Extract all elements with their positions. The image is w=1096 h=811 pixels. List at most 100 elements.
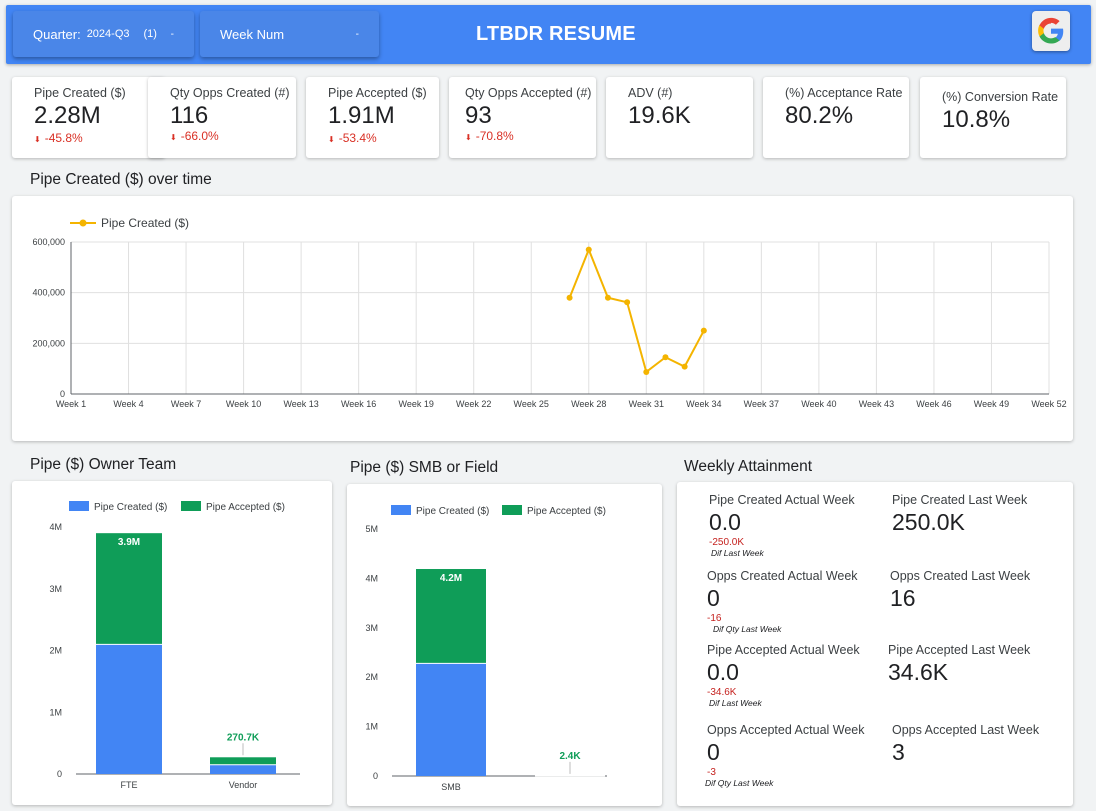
- x-tick-label: Week 25: [514, 399, 549, 409]
- x-tick-label: Week 37: [744, 399, 779, 409]
- data-point: [604, 294, 611, 301]
- kpi-delta: ⬇ -53.4%: [328, 131, 377, 145]
- kpi-card-pipe-created: Pipe Created ($) 2.28M ⬇ -45.8%: [12, 77, 165, 158]
- y-tick-label: 1M: [49, 707, 62, 717]
- legend-label: Pipe Created ($): [101, 216, 189, 230]
- weekly-attainment-card: Pipe Created Actual Week 0.0 -250.0K Dif…: [677, 482, 1073, 806]
- data-point: [700, 327, 707, 334]
- section-title-smb-field: Pipe ($) SMB or Field: [350, 459, 499, 476]
- x-tick-label: Week 31: [629, 399, 664, 409]
- x-tick-label: Vendor: [229, 780, 258, 790]
- y-tick-label: 200,000: [32, 338, 65, 348]
- kpi-value: 80.2%: [785, 102, 854, 129]
- x-tick-label: Week 28: [571, 399, 606, 409]
- chevron-down-icon: -: [355, 28, 359, 40]
- data-point: [566, 294, 573, 301]
- bar-pipe-accepted: [96, 533, 162, 645]
- y-tick-label: 3M: [49, 584, 62, 594]
- y-tick-label: 4M: [365, 573, 378, 583]
- y-tick-label: 2M: [49, 646, 62, 656]
- legend-label: Pipe Created ($): [94, 502, 167, 513]
- bar-pipe-created: [96, 644, 162, 774]
- section-title-pipe-over-time: Pipe Created ($) over time: [30, 171, 212, 188]
- kpi-card-adv: ADV (#) 19.6K: [606, 77, 753, 158]
- google-logo-icon: [1032, 11, 1070, 51]
- wa-opps-accepted-last: Opps Accepted Last Week 3: [892, 723, 1040, 765]
- wa-pipe-accepted-actual: Pipe Accepted Actual Week 0.0 -34.6K Dif…: [707, 643, 860, 708]
- x-tick-label: Week 46: [916, 399, 951, 409]
- smb-field-bar-chart: Pipe Created ($) Pipe Accepted ($) 0 1M 2M 3M…: [365, 505, 607, 792]
- legend-swatch-pipe-created: [69, 501, 89, 511]
- data-label-total: 4.2M: [440, 573, 462, 584]
- kpi-card-qty-opps-created: Qty Opps Created (#) 116 ⬇ -66.0%: [148, 77, 296, 158]
- kpi-delta: ⬇ -45.8%: [34, 131, 83, 145]
- legend-label: Pipe Accepted ($): [206, 502, 285, 513]
- kpi-value: 116: [170, 102, 209, 129]
- x-tick-label: Week 43: [859, 399, 894, 409]
- legend-swatch-pipe-accepted: [181, 501, 201, 511]
- x-tick-label: Week 52: [1031, 399, 1066, 409]
- kpi-label: Qty Opps Created (#): [170, 86, 290, 100]
- legend-swatch-pipe-created: [391, 505, 411, 515]
- kpi-value: 2.28M: [34, 102, 101, 129]
- owner-team-bar-chart: Pipe Created ($) Pipe Accepted ($) 0 1M 2M 3M…: [49, 501, 300, 790]
- kpi-card-acceptance-rate: (%) Acceptance Rate 80.2%: [763, 77, 909, 158]
- y-tick-label: 400,000: [32, 288, 65, 298]
- y-tick-label: 5M: [365, 524, 378, 534]
- kpi-value: 93: [465, 102, 492, 129]
- week-num-filter-label: Week Num: [220, 26, 285, 42]
- kpi-value: 1.91M: [328, 102, 395, 129]
- wa-pipe-accepted-last: Pipe Accepted Last Week 34.6K: [888, 643, 1031, 685]
- legend-dot-marker: [79, 219, 87, 227]
- kpi-card-pipe-accepted: Pipe Accepted ($) 1.91M ⬇ -53.4%: [306, 77, 439, 158]
- section-title-weekly-attainment: Weekly Attainment: [684, 458, 813, 475]
- x-tick-label: SMB: [441, 782, 461, 792]
- x-tick-label: Week 13: [283, 399, 318, 409]
- x-tick-label: FTE: [121, 780, 138, 790]
- wa-opps-accepted-actual: Opps Accepted Actual Week 0 -3 Dif Qty L…: [705, 723, 865, 788]
- arrow-down-icon: ⬇: [34, 135, 41, 144]
- y-tick-label: 4M: [49, 522, 62, 532]
- bar-pipe-accepted: [210, 757, 276, 765]
- data-point: [662, 354, 669, 361]
- line-chart-card: Pipe Created ($) Week 1 Week 4 Week 7 Week 1…: [12, 196, 1073, 441]
- data-point: [585, 246, 592, 253]
- data-point: [681, 363, 688, 370]
- kpi-card-conversion-rate: (%) Conversion Rate 10.8%: [920, 77, 1066, 158]
- y-tick-label: 2M: [365, 672, 378, 682]
- series-line-pipe-created: [568, 246, 705, 374]
- y-tick-label: 3M: [365, 623, 378, 633]
- legend-swatch-pipe-accepted: [502, 505, 522, 515]
- x-tick-label: Week 22: [456, 399, 491, 409]
- data-point: [643, 368, 650, 375]
- x-tick-label: Week 10: [226, 399, 261, 409]
- y-tick-label: 0: [57, 769, 62, 779]
- x-tick-label: Week 40: [801, 399, 836, 409]
- y-tick-label: 0: [373, 771, 378, 781]
- y-tick-label: 600,000: [32, 237, 65, 247]
- x-tick-label: Week 4: [113, 399, 143, 409]
- x-tick-label: Week 1: [56, 399, 86, 409]
- kpi-value: 10.8%: [942, 106, 1011, 133]
- week-num-filter-dropdown[interactable]: Week Num -: [200, 11, 379, 57]
- kpi-label: Pipe Created ($): [34, 86, 126, 100]
- wa-opps-created-actual: Opps Created Actual Week 0 -16 Dif Qty L…: [707, 569, 858, 634]
- chevron-down-icon: -: [170, 28, 174, 40]
- kpi-card-qty-opps-accepted: Qty Opps Accepted (#) 93 ⬇ -70.8%: [449, 77, 596, 158]
- bar-pipe-created: [210, 764, 276, 774]
- quarter-filter-label: Quarter:: [33, 26, 81, 42]
- header-bar: Quarter: 2024-Q3 (1) - Week Num - LTBDR …: [6, 5, 1091, 64]
- x-tick-label: Week 19: [398, 399, 433, 409]
- bar-pipe-accepted: [416, 569, 486, 664]
- quarter-filter-dropdown[interactable]: Quarter: 2024-Q3 (1) -: [13, 11, 194, 57]
- legend-label: Pipe Created ($): [416, 506, 489, 517]
- arrow-down-icon: ⬇: [170, 133, 177, 142]
- page-title: LTBDR RESUME: [476, 23, 636, 45]
- quarter-filter-value: 2024-Q3: [86, 28, 130, 40]
- arrow-down-icon: ⬇: [328, 135, 335, 144]
- kpi-value: 19.6K: [628, 102, 691, 129]
- legend-label: Pipe Accepted ($): [527, 506, 606, 517]
- kpi-label: (%) Conversion Rate: [942, 90, 1059, 104]
- x-tick-label: Week 16: [341, 399, 376, 409]
- y-tick-label: 0: [60, 389, 65, 399]
